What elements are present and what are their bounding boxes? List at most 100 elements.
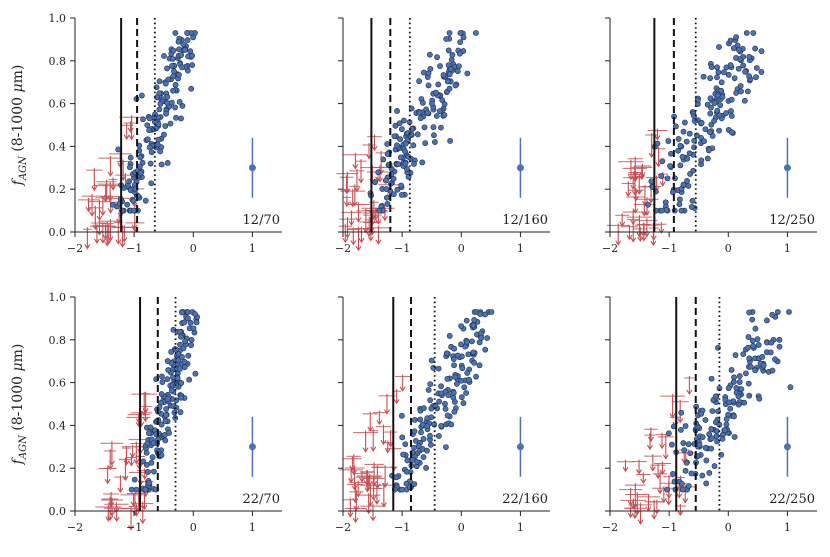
data-point (698, 157, 705, 164)
upper-limit-head (358, 237, 365, 244)
data-point (681, 119, 688, 126)
data-point (645, 201, 651, 208)
upper-limit-head (99, 238, 106, 244)
upper-limit-arrow (645, 133, 659, 158)
upper-limit-head (99, 210, 106, 217)
data-point (446, 85, 453, 92)
data-point (434, 54, 440, 61)
data-point (146, 115, 153, 122)
data-point (186, 376, 193, 383)
data-point (721, 69, 727, 76)
data-point (691, 118, 698, 124)
data-point (193, 319, 200, 326)
data-point (146, 480, 152, 487)
data-point (166, 430, 172, 436)
data-point (429, 100, 435, 107)
upper-limit-head (651, 514, 658, 520)
upper-limit-arrow (656, 222, 667, 234)
data-point (169, 56, 176, 62)
data-point (420, 454, 427, 461)
upper-limit-head (364, 487, 371, 493)
data-point (668, 150, 674, 157)
upper-limit-arrow (384, 430, 398, 448)
data-point (776, 343, 783, 350)
data-point (450, 389, 457, 396)
data-point (133, 486, 140, 493)
upper-limit-head (659, 443, 665, 450)
data-point (701, 138, 707, 145)
data-point (681, 447, 688, 454)
data-point (144, 469, 151, 475)
data-point (738, 386, 745, 393)
data-point (142, 197, 149, 204)
data-point (742, 68, 749, 75)
data-point (443, 350, 450, 357)
upper-limit-arrow (620, 498, 647, 510)
upper-limit-head (648, 198, 655, 204)
upper-limit-arrow (126, 455, 136, 467)
data-point (435, 433, 442, 439)
typical-error-point (783, 443, 791, 451)
data-point (175, 357, 182, 364)
data-point (146, 127, 153, 134)
data-point (678, 409, 685, 416)
data-point (159, 373, 165, 380)
upper-limit-head (142, 416, 149, 423)
data-point (124, 201, 131, 208)
upper-limit-arrow (108, 177, 118, 191)
upper-limit-head (666, 493, 672, 499)
data-point (411, 417, 418, 423)
upper-limit-arrow (636, 472, 651, 485)
data-point (163, 412, 170, 418)
x-tick-label: −2 (335, 521, 351, 534)
upper-limit-head (89, 211, 95, 217)
data-point (445, 392, 452, 399)
data-point (703, 457, 710, 464)
data-point (728, 96, 735, 103)
upper-limit-arrow (624, 483, 646, 509)
y-axis-label: fAGN (8-1000 μm) (10, 344, 29, 466)
upper-limit-head (84, 243, 91, 250)
data-point (165, 367, 172, 373)
upper-limit-head (362, 447, 369, 453)
x-tick-label: 1 (784, 521, 791, 534)
upper-limit-head (343, 188, 350, 195)
data-point (176, 72, 182, 78)
data-point (464, 370, 471, 376)
data-point (376, 207, 383, 214)
upper-limit-head (662, 454, 669, 460)
data-point (402, 148, 408, 155)
data-point (162, 437, 169, 444)
y-tick-label: 0.2 (49, 183, 67, 196)
upper-limit-head (632, 208, 639, 214)
data-point (175, 38, 182, 45)
panel-1: −2 −1 0 1 0.0 0.2 0.4 0.6 0.8 1.0 12/70 fAGN (8-100… (10, 12, 282, 255)
upper-limit-arrow (616, 459, 635, 473)
upper-limit-arrow (626, 194, 645, 214)
upper-limit-arrow (618, 159, 644, 181)
data-point (127, 164, 133, 171)
data-point (682, 423, 689, 429)
data-point (444, 412, 451, 419)
data-point (463, 390, 470, 396)
panel-label: 12/70 (243, 213, 280, 228)
upper-limit-head (626, 234, 633, 241)
upper-limit-arrow (96, 223, 110, 244)
upper-limit-head (352, 517, 359, 524)
upper-limit-head (123, 134, 130, 140)
data-point (144, 440, 151, 447)
upper-limit-arrow (644, 433, 656, 451)
upper-limit-arrow (110, 225, 135, 248)
data-point (436, 108, 443, 115)
data-point (699, 472, 706, 479)
panel-4: −2 −1 0 1 0.0 0.2 0.4 0.6 0.8 1.0 22/70 fAGN (8-100… (10, 291, 282, 534)
data-point (460, 400, 467, 406)
upper-limit-head (91, 185, 98, 192)
data-point (156, 106, 163, 113)
data-point (441, 101, 448, 108)
upper-limit-head (355, 217, 362, 223)
data-point (752, 367, 759, 374)
data-point (438, 422, 445, 429)
data-point (725, 385, 732, 392)
y-tick-label: 0.0 (49, 505, 67, 518)
